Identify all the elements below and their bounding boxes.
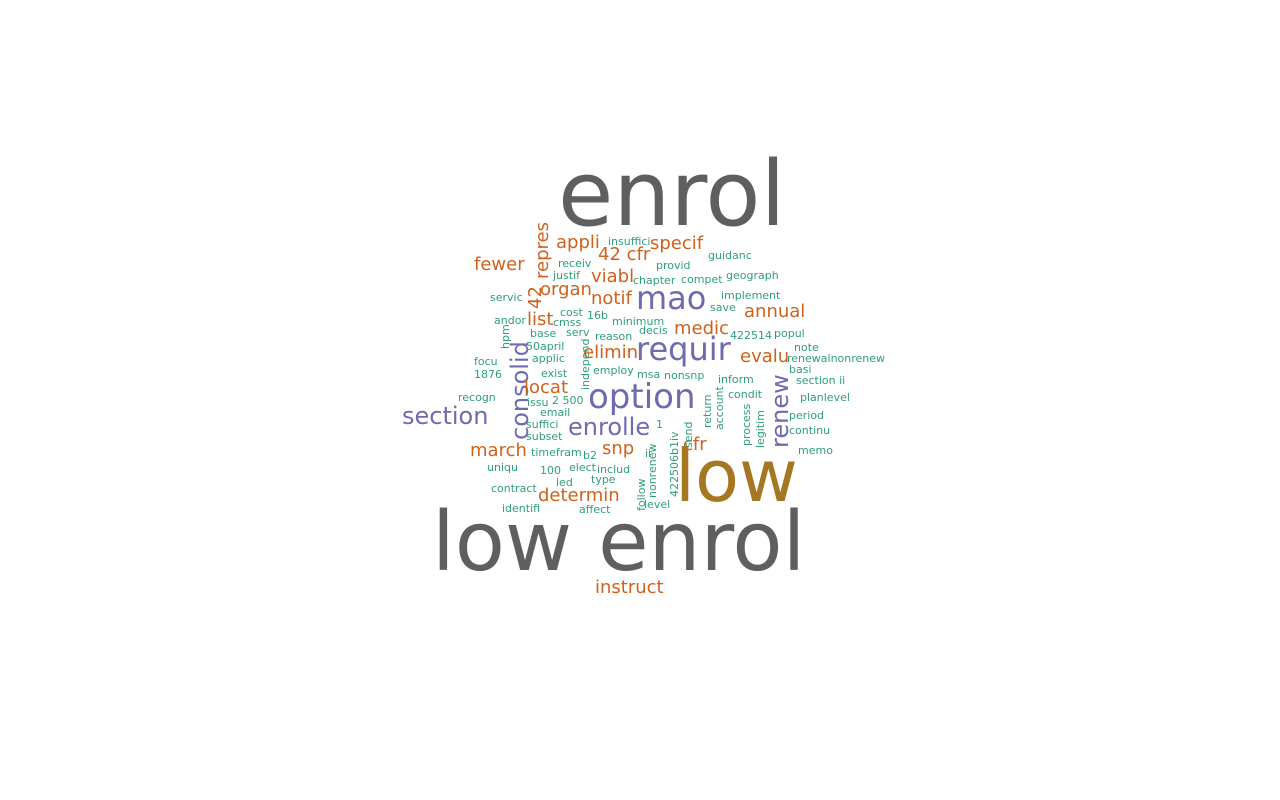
cloud-word: send — [682, 421, 695, 448]
cloud-word: cmss — [553, 316, 582, 329]
cloud-word: subset — [526, 430, 563, 443]
cloud-word: locat — [524, 377, 568, 398]
cloud-word: 422506b1iv — [668, 431, 681, 497]
cloud-word: basi — [789, 363, 812, 376]
cloud-word: evalu — [740, 346, 790, 367]
cloud-word: elect — [569, 461, 596, 474]
cloud-word: timefram — [531, 446, 582, 459]
cloud-word: minimum — [612, 315, 665, 328]
cloud-word: justif — [553, 269, 581, 282]
cloud-word: 1876 — [474, 368, 502, 381]
cloud-word: email — [540, 406, 571, 419]
cloud-word: low enrol — [432, 495, 806, 590]
cloud-word: 422514 — [730, 329, 772, 342]
cloud-word: contract — [491, 482, 537, 495]
cloud-word: annual — [744, 301, 806, 322]
cloud-word: 42 cfr — [598, 244, 651, 265]
cloud-word: requir — [636, 330, 731, 368]
cloud-word: b2 — [583, 449, 597, 462]
cloud-word: notif — [591, 288, 632, 309]
cloud-word: memo — [798, 444, 833, 457]
cloud-word: 100 — [540, 464, 561, 477]
cloud-word: medic — [674, 318, 729, 339]
cloud-word: guidanc — [708, 249, 752, 262]
cloud-word: specif — [650, 233, 704, 254]
cloud-word: reason — [595, 330, 633, 343]
cloud-word: section ii — [796, 374, 846, 387]
cloud-word: option — [588, 377, 696, 417]
cloud-word: servic — [490, 291, 523, 304]
cloud-word: nonsnp — [664, 369, 705, 382]
cloud-word: continu — [789, 424, 831, 437]
cloud-word: uniqu — [487, 461, 518, 474]
cloud-word: receiv — [558, 257, 592, 270]
cloud-word: independ — [579, 338, 592, 390]
cloud-word: includ — [597, 463, 631, 476]
cloud-word: enrolle — [568, 413, 651, 441]
cloud-word: andor — [494, 314, 526, 327]
cloud-word: section — [402, 402, 489, 430]
cloud-word: 16b — [587, 309, 608, 322]
cloud-word: cfr — [683, 434, 707, 455]
cloud-word: low — [675, 434, 798, 518]
cloud-word: determin — [538, 485, 620, 506]
cloud-word: viabl — [591, 266, 635, 287]
cloud-word: nonrenew — [646, 443, 659, 498]
cloud-word: save — [710, 301, 736, 314]
cloud-word: note — [794, 341, 819, 354]
cloud-word: hpm — [499, 324, 512, 349]
cloud-word: process — [740, 403, 753, 446]
cloud-word: affect — [579, 503, 611, 516]
cloud-word: list — [527, 309, 554, 330]
cloud-word: compet — [681, 273, 723, 286]
cloud-word: enrol — [558, 142, 786, 247]
cloud-word: identifi — [502, 502, 541, 515]
cloud-word: led — [556, 476, 573, 489]
cloud-word: type — [591, 473, 616, 486]
cloud-word: provid — [656, 259, 691, 272]
cloud-word: focu — [474, 355, 498, 368]
cloud-word: popul — [774, 327, 805, 340]
cloud-word: organ — [540, 279, 592, 300]
cloud-word: geograph — [726, 269, 779, 282]
cloud-word: level — [644, 498, 671, 511]
cloud-word: period — [789, 409, 825, 422]
cloud-word: mao — [636, 279, 707, 317]
cloud-word: account — [713, 386, 726, 430]
cloud-word: cost — [560, 306, 583, 319]
cloud-word: msa — [637, 368, 661, 381]
cloud-word: decis — [639, 324, 668, 337]
cloud-word: base — [530, 327, 557, 340]
cloud-word: employ — [593, 364, 634, 377]
cloud-word: ii — [645, 447, 652, 460]
cloud-word: implement — [721, 289, 781, 302]
cloud-word: applic — [532, 352, 565, 365]
cloud-word: march — [470, 440, 527, 461]
cloud-word: 50april — [526, 340, 565, 353]
cloud-word: legitim — [754, 410, 767, 448]
cloud-word: fewer — [474, 254, 525, 275]
cloud-word: return — [701, 394, 714, 428]
cloud-word: 42 — [525, 286, 546, 309]
cloud-word: issu — [527, 396, 549, 409]
cloud-word: suffici — [526, 418, 559, 431]
cloud-word: appli — [556, 232, 600, 253]
cloud-word: planlevel — [800, 391, 850, 404]
cloud-word: repres — [532, 222, 553, 279]
cloud-word: chapter — [633, 274, 676, 287]
cloud-word: inform — [718, 373, 754, 386]
cloud-word: renewalnonrenew — [787, 352, 886, 365]
cloud-word: insuffici — [608, 235, 651, 248]
cloud-word: recogn — [458, 391, 496, 404]
cloud-word: 1 — [656, 418, 663, 431]
cloud-word: 2 500 — [552, 394, 584, 407]
cloud-word: serv — [566, 326, 590, 339]
cloud-word: snp — [602, 438, 635, 459]
cloud-word: exist — [541, 367, 568, 380]
cloud-word: instruct — [595, 577, 664, 598]
cloud-word: elimin — [583, 342, 639, 363]
cloud-word: condit — [728, 388, 763, 401]
